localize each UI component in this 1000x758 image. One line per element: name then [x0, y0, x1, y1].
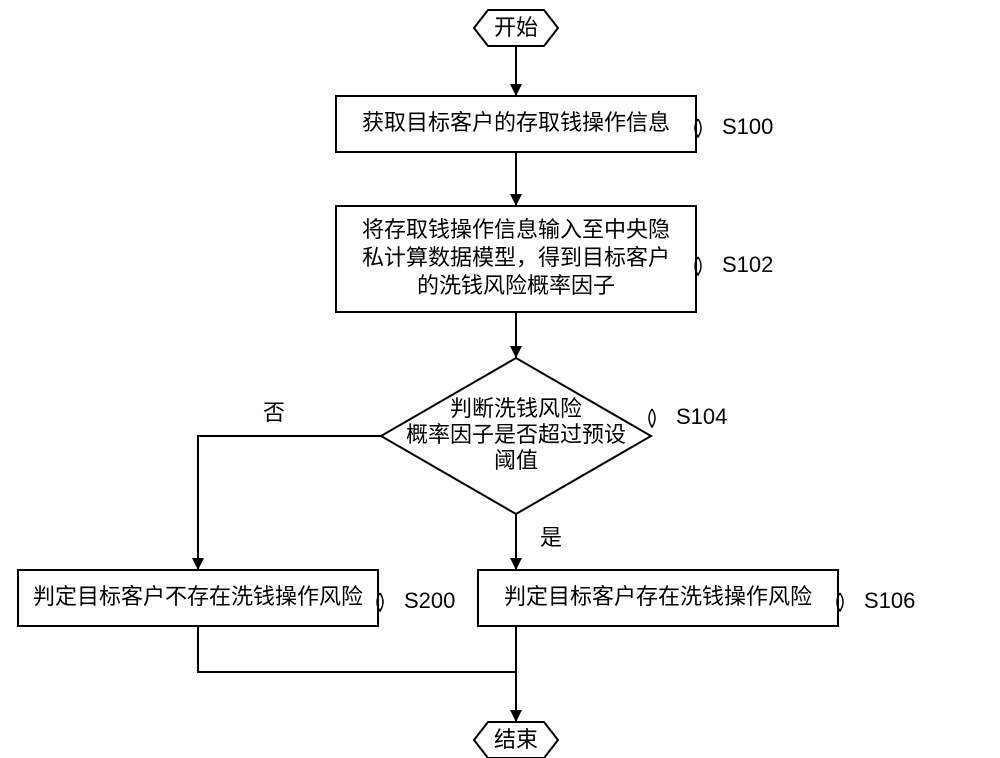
process-s102-line-0: 将存取钱操作信息输入至中央隐 — [362, 217, 670, 242]
process-s200-line-0: 判定目标客户不存在洗钱操作风险 — [33, 584, 363, 609]
edge-label-no: 否 — [263, 400, 285, 425]
edge-s200-join — [198, 626, 516, 672]
edge-s104-s200 — [198, 436, 381, 570]
decision-s104-line-2: 阈值 — [494, 448, 538, 473]
process-s106-line-0: 判定目标客户存在洗钱操作风险 — [504, 584, 812, 609]
process-s102-line-2: 的洗钱风险概率因子 — [417, 273, 615, 298]
start-terminal-label: 开始 — [494, 15, 538, 40]
edge-label-yes: 是 — [540, 525, 562, 550]
end-terminal-label: 结束 — [494, 727, 538, 752]
label-s102: S102 — [722, 252, 773, 277]
label-s100: S100 — [722, 114, 773, 139]
decision-s104-line-0: 判断洗钱风险 — [450, 396, 582, 421]
label-s106: S106 — [864, 588, 915, 613]
decision-s104-line-1: 概率因子是否超过预设 — [406, 422, 626, 447]
process-s100-line-0: 获取目标客户的存取钱操作信息 — [362, 110, 670, 135]
label-s104-wave-icon — [649, 409, 655, 427]
process-s102-line-1: 私计算数据模型，得到目标客户 — [362, 245, 670, 270]
label-s200: S200 — [404, 588, 455, 613]
label-s104: S104 — [676, 404, 727, 429]
